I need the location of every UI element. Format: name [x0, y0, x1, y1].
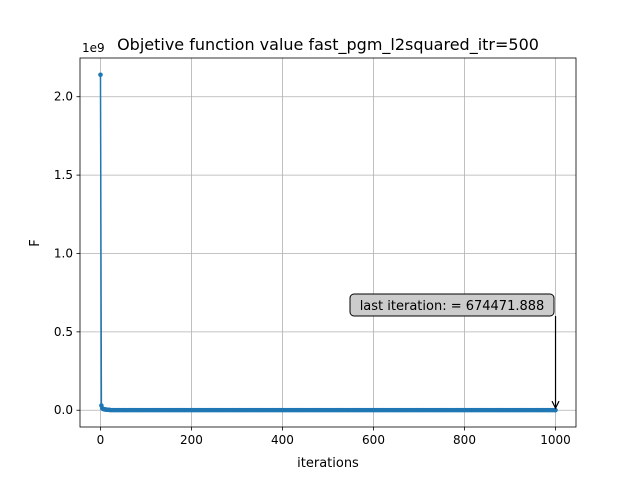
- y-tick-label: 2.0: [54, 90, 73, 104]
- data-point: [98, 72, 103, 78]
- annotation-text: last iteration: = 674471.888: [360, 299, 545, 314]
- annotation-box: [349, 293, 555, 317]
- x-tick-label: 400: [271, 433, 294, 447]
- y-tick-label: 0.0: [54, 403, 73, 417]
- x-tick-label: 0: [97, 433, 105, 447]
- x-tick-label: 600: [362, 433, 385, 447]
- annotation-arrowhead: [551, 400, 560, 410]
- axes-frame: [79, 57, 577, 428]
- x-tick-label: 800: [453, 433, 476, 447]
- y-tick-label: 0.5: [54, 325, 73, 339]
- x-tick-label: 200: [180, 433, 203, 447]
- chart-title: Objetive function value fast_pgm_l2squar…: [117, 35, 539, 55]
- y-tick-label: 1.0: [54, 246, 73, 260]
- x-tick-label: 1000: [540, 433, 571, 447]
- x-axis-label: iterations: [297, 456, 359, 471]
- y-axis-label: F: [28, 239, 43, 246]
- data-point: [553, 407, 558, 413]
- plot-area: 0 200 400 600 800 1000 0.0 0.5 1.0 1.5 2.0 last ite…: [54, 57, 577, 447]
- y-tick-label: 1.5: [54, 168, 73, 182]
- y-axis-scale-label: 1e9: [82, 41, 105, 55]
